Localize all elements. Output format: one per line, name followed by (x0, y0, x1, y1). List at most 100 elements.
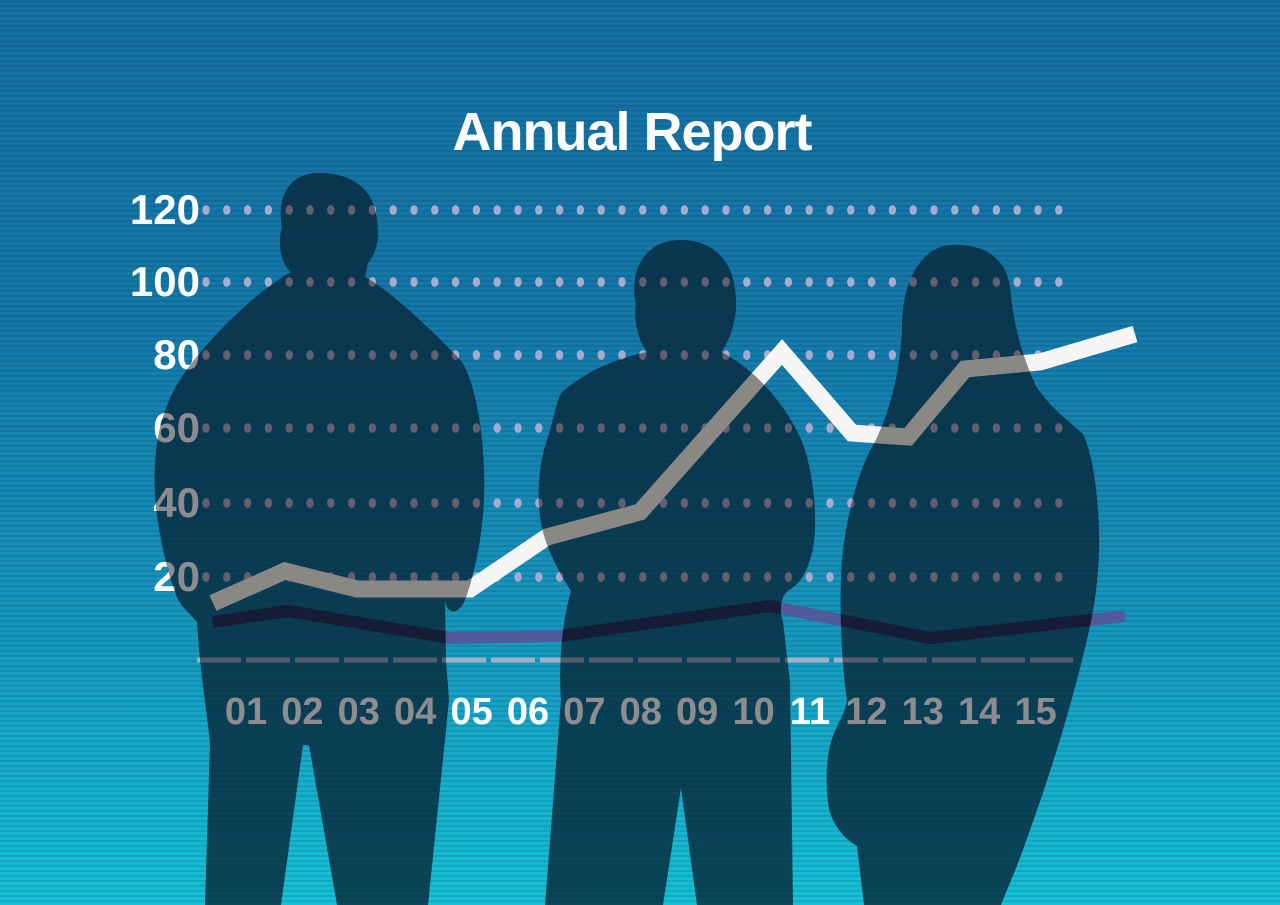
grid-dot (930, 498, 938, 508)
grid-dot (763, 498, 772, 508)
grid-dot (327, 205, 335, 215)
grid-dot (1013, 572, 1021, 582)
grid-dot (639, 423, 647, 433)
grid-dot (327, 498, 335, 508)
grid-dot (971, 350, 980, 360)
grid-dot (535, 277, 543, 287)
grid-dot (971, 572, 980, 582)
grid-dot (368, 498, 377, 508)
grid-dot (306, 350, 314, 360)
x-axis-label: 09 (676, 691, 718, 733)
y-axis-label: 100 (130, 258, 200, 305)
grid-dot (431, 498, 439, 508)
grid-dot (431, 350, 439, 360)
grid-dot (680, 423, 689, 433)
grid-dot (514, 205, 522, 215)
grid-dot (659, 350, 668, 360)
grid-dot (971, 498, 980, 508)
grid-dot (472, 498, 481, 508)
x-axis-label: 11 (790, 691, 830, 733)
grid-dot (722, 572, 730, 582)
grid-dot (347, 423, 356, 433)
grid-dot (1034, 572, 1042, 582)
grid-dot (389, 572, 397, 582)
grid-dot (264, 277, 273, 287)
grid-dot (951, 277, 959, 287)
grid-dot (555, 277, 564, 287)
grid-dot (784, 498, 793, 508)
grid-dot (867, 277, 876, 287)
grid-dot (535, 423, 543, 433)
chart-title: Annual Report (453, 102, 813, 162)
grid-dot (347, 350, 356, 360)
grid-dot (327, 277, 335, 287)
grid-dot (514, 350, 522, 360)
grid-dot (576, 350, 585, 360)
grid-dot (264, 498, 273, 508)
grid-dot (847, 350, 855, 360)
grid-dot (743, 277, 751, 287)
grid-dot (701, 277, 709, 287)
grid-dot (431, 205, 439, 215)
grid-dot (472, 350, 481, 360)
grid-dot (535, 205, 543, 215)
grid-dot (951, 205, 959, 215)
grid-dot (576, 423, 585, 433)
grid-dot (639, 277, 647, 287)
grid-dot (722, 277, 730, 287)
grid-dot (805, 572, 813, 582)
grid-dot (826, 205, 834, 215)
grid-dot (639, 205, 647, 215)
grid-dot (597, 498, 605, 508)
grid-dot (555, 350, 564, 360)
grid-dot (826, 423, 834, 433)
grid-dot (909, 205, 917, 215)
grid-dot (597, 423, 605, 433)
grid-dot (1055, 572, 1063, 582)
grid-dot (826, 572, 834, 582)
grid-dot (264, 205, 273, 215)
grid-dot (202, 350, 210, 360)
grid-dot (618, 423, 626, 433)
grid-dot (1013, 277, 1021, 287)
grid-dot (410, 277, 418, 287)
grid-dot (722, 498, 730, 508)
x-axis-label: 13 (902, 691, 944, 733)
grid-dot (493, 423, 501, 433)
main-trend-line (209, 325, 1100, 611)
grid-dot (431, 277, 439, 287)
grid-dot (1055, 277, 1063, 287)
grid-dot (888, 572, 897, 582)
grid-dot (243, 423, 252, 433)
grid-dot (930, 423, 938, 433)
grid-dot (784, 277, 793, 287)
grid-dot (202, 423, 210, 433)
grid-dot (555, 205, 564, 215)
grid-dot (347, 277, 356, 287)
grid-dot (701, 205, 709, 215)
grid-dot (743, 572, 751, 582)
grid-dot (992, 205, 1001, 215)
x-axis-label: 12 (845, 691, 887, 733)
grid-dot (451, 277, 460, 287)
grid-dot (223, 498, 231, 508)
grid-dot (763, 423, 772, 433)
grid-dot (930, 572, 938, 582)
grid-dot (368, 423, 377, 433)
grid-dot (347, 498, 356, 508)
grid-dot (264, 423, 273, 433)
grid-dot (784, 572, 793, 582)
grid-dot (951, 572, 959, 582)
grid-dot (743, 205, 751, 215)
grid-dot (1034, 498, 1042, 508)
grid-dot (431, 572, 439, 582)
grid-dot (327, 423, 335, 433)
grid-dot (618, 498, 626, 508)
grid-dot (971, 277, 980, 287)
grid-dot (847, 572, 855, 582)
grid-dot (867, 572, 876, 582)
grid-dot (971, 423, 980, 433)
grid-dot (514, 277, 522, 287)
